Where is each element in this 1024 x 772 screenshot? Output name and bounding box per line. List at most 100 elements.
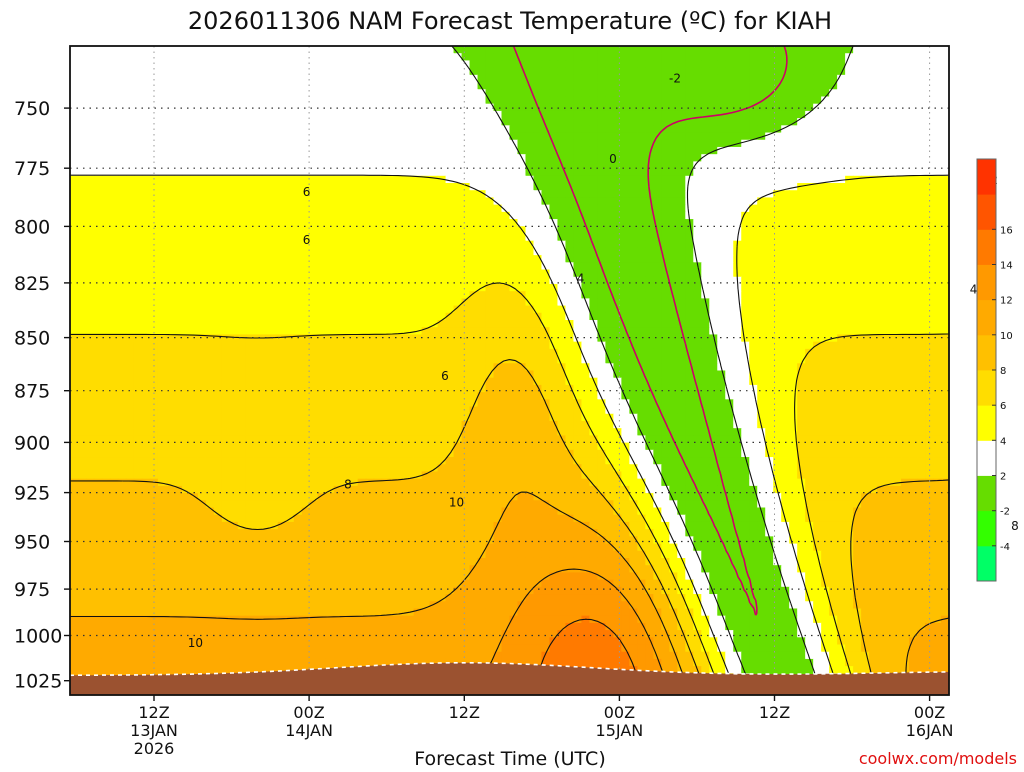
- temperature-band-cell: [877, 211, 886, 220]
- temperature-band-cell: [541, 53, 551, 62]
- temperature-band-cell: [709, 233, 718, 242]
- temperature-band-cell: [781, 82, 790, 90]
- temperature-band-cell: [309, 132, 319, 141]
- temperature-band-cell: [77, 154, 87, 162]
- temperature-band-cell: [717, 60, 726, 69]
- temperature-band-cell: [693, 82, 702, 90]
- temperature-band-cell: [357, 240, 367, 249]
- temperature-band-cell: [685, 255, 694, 263]
- temperature-band-cell: [165, 118, 175, 126]
- temperature-band-cell: [181, 67, 191, 76]
- temperature-band-cell: [293, 269, 303, 278]
- temperature-band-cell: [365, 255, 375, 263]
- temperature-band-cell: [805, 247, 814, 256]
- temperature-band-cell: [245, 247, 255, 256]
- temperature-band-cell: [157, 312, 167, 321]
- temperature-band-cell: [197, 53, 207, 62]
- temperature-band-cell: [677, 219, 686, 227]
- temperature-band-cell: [669, 53, 678, 62]
- temperature-band-cell: [517, 53, 527, 62]
- temperature-band-cell: [173, 341, 183, 350]
- temperature-band-cell: [229, 60, 239, 69]
- temperature-band-cell: [581, 247, 591, 256]
- temperature-band-cell: [645, 226, 654, 235]
- temperature-band-cell: [365, 219, 375, 227]
- temperature-band-cell: [861, 168, 870, 177]
- temperature-band-cell: [517, 168, 527, 177]
- temperature-band-cell: [845, 233, 854, 242]
- temperature-band-cell: [109, 89, 119, 98]
- temperature-band-cell: [517, 204, 527, 213]
- temperature-band-cell: [701, 320, 710, 328]
- temperature-band-cell: [685, 226, 694, 235]
- temperature-band-cell: [70, 219, 79, 227]
- temperature-band-cell: [125, 110, 135, 119]
- temperature-band-cell: [157, 211, 167, 220]
- temperature-band-cell: [421, 247, 431, 256]
- temperature-band-cell: [709, 320, 718, 328]
- temperature-band-cell: [197, 125, 207, 134]
- temperature-band-cell: [717, 269, 726, 278]
- temperature-band-cell: [533, 46, 543, 54]
- temperature-band-cell: [917, 233, 926, 242]
- temperature-band-cell: [381, 348, 391, 357]
- temperature-band-cell: [533, 211, 543, 220]
- temperature-band-cell: [405, 255, 415, 263]
- temperature-band-cell: [429, 82, 439, 90]
- temperature-band-cell: [693, 356, 702, 364]
- temperature-band-cell: [813, 197, 822, 206]
- temperature-band-cell: [909, 103, 918, 112]
- temperature-band-cell: [765, 312, 774, 321]
- temperature-band-cell: [925, 305, 934, 314]
- temperature-band-cell: [661, 132, 670, 141]
- temperature-band-cell: [133, 103, 143, 112]
- temperature-band-cell: [541, 291, 551, 299]
- temperature-band-cell: [693, 132, 702, 141]
- temperature-band-cell: [309, 312, 319, 321]
- temperature-band-cell: [853, 190, 862, 199]
- temperature-band-cell: [253, 276, 263, 285]
- temperature-band-cell: [525, 139, 535, 148]
- temperature-band-cell: [301, 356, 311, 364]
- temperature-band-cell: [749, 82, 758, 90]
- temperature-band-cell: [325, 233, 335, 242]
- temperature-band-cell: [125, 255, 135, 263]
- temperature-band-cell: [165, 168, 175, 177]
- temperature-band-cell: [109, 320, 119, 328]
- temperature-band-cell: [261, 312, 271, 321]
- temperature-band-cell: [541, 175, 551, 184]
- temperature-band-cell: [693, 305, 702, 314]
- temperature-band-cell: [541, 226, 551, 235]
- temperature-band-cell: [669, 67, 678, 76]
- temperature-band-cell: [941, 348, 950, 357]
- temperature-band-cell: [917, 183, 926, 191]
- temperature-band-cell: [365, 298, 375, 307]
- temperature-band-cell: [429, 334, 439, 343]
- temperature-band-cell: [189, 305, 199, 314]
- temperature-band-cell: [717, 132, 726, 141]
- temperature-band-cell: [637, 356, 646, 364]
- temperature-band-cell: [781, 356, 790, 364]
- temperature-band-cell: [741, 327, 750, 336]
- temperature-band-cell: [893, 96, 902, 105]
- temperature-band-cell: [85, 298, 95, 307]
- temperature-band-cell: [797, 320, 806, 328]
- temperature-band-cell: [941, 161, 950, 170]
- temperature-band-cell: [133, 312, 143, 321]
- temperature-band-cell: [413, 74, 423, 83]
- temperature-band-cell: [869, 103, 878, 112]
- temperature-band-cell: [413, 320, 423, 328]
- temperature-band-cell: [653, 82, 662, 90]
- temperature-band-cell: [677, 334, 686, 343]
- temperature-band-cell: [93, 312, 103, 321]
- temperature-band-cell: [197, 327, 207, 336]
- temperature-band-cell: [189, 341, 199, 350]
- temperature-band-cell: [77, 118, 87, 126]
- temperature-band-cell: [413, 233, 423, 242]
- temperature-band-cell: [141, 348, 151, 357]
- temperature-band-cell: [381, 262, 391, 271]
- temperature-band-cell: [813, 82, 822, 90]
- temperature-band-cell: [757, 348, 766, 357]
- temperature-band-cell: [70, 283, 79, 292]
- temperature-band-cell: [381, 291, 391, 299]
